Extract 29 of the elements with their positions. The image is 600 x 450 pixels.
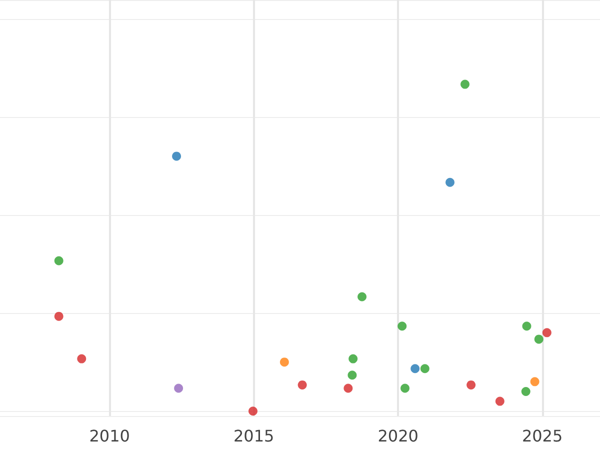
point [446,178,454,187]
point [77,354,86,364]
x-tick-label: 2020 [378,426,418,446]
point [460,80,470,89]
point [348,370,357,380]
point [400,384,410,393]
point [344,384,353,393]
point [420,364,430,374]
point [522,322,532,331]
x-tick-label: 2025 [522,426,563,446]
point [410,364,420,374]
point [495,396,504,406]
point [466,380,476,390]
point [358,292,367,302]
x-tick-label: 2015 [233,426,274,446]
point [172,152,182,161]
point [248,406,258,416]
x-tick-label: 2010 [89,426,130,446]
point [54,312,64,321]
point [521,386,530,396]
point [298,380,307,390]
point [542,328,552,338]
point [54,256,64,266]
point [398,322,407,331]
point [348,354,358,364]
point [530,377,540,386]
point [280,358,289,367]
point [534,334,544,344]
point [174,384,184,393]
